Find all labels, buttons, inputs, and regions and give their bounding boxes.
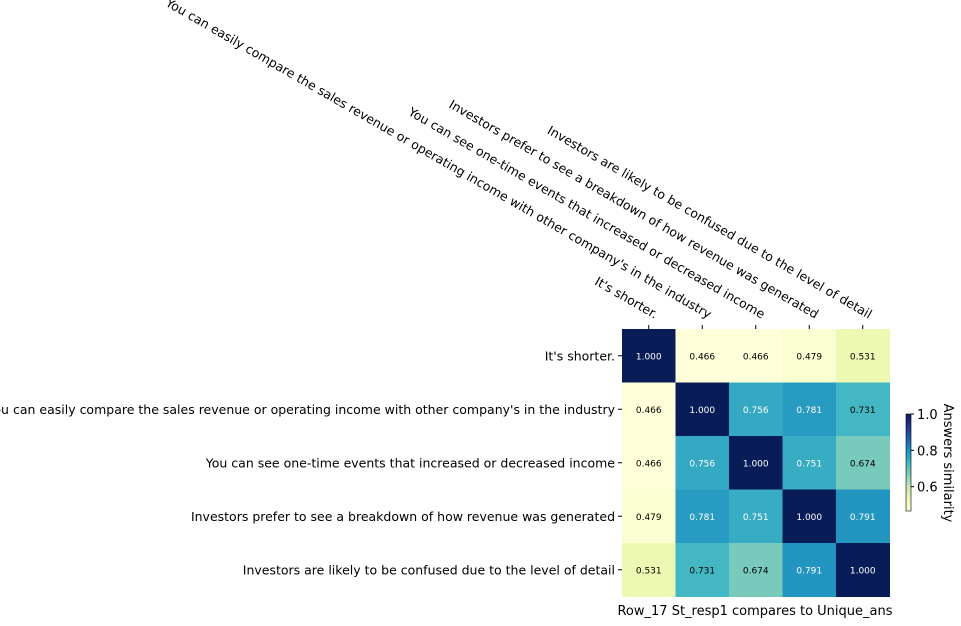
heatmap-cell bbox=[622, 382, 676, 437]
cell-value-label: 0.531 bbox=[636, 566, 662, 576]
heatmap-cell bbox=[729, 543, 783, 597]
cell-value-label: 0.466 bbox=[636, 406, 662, 416]
colorbar-tick-label: 0.8 bbox=[917, 444, 938, 459]
cell-value-label: 0.731 bbox=[850, 406, 876, 416]
cell-value-label: 1.000 bbox=[796, 513, 822, 523]
heatmap-cell bbox=[836, 329, 890, 383]
heatmap-cell bbox=[782, 382, 837, 437]
cell-value-label: 0.466 bbox=[636, 459, 662, 469]
heatmap-cell bbox=[782, 436, 837, 490]
row-labels: It's shorter. You can easily compare the … bbox=[0, 348, 622, 577]
column-label: You can see one-time events that increas… bbox=[405, 103, 768, 321]
cell-value-label: 0.791 bbox=[796, 566, 822, 576]
heatmap-cells: 1.000 0.466 0.466 0.479 0.531 0.466 1.000 0.756… bbox=[622, 329, 890, 597]
heatmap-cell bbox=[622, 329, 676, 383]
colorbar-label: Answers similarity bbox=[940, 404, 955, 523]
cell-value-label: 0.466 bbox=[743, 352, 769, 362]
heatmap-cell bbox=[675, 489, 730, 544]
heatmap-cell bbox=[729, 329, 783, 383]
heatmap-cell bbox=[622, 436, 676, 490]
cell-value-label: 0.479 bbox=[796, 352, 822, 362]
cell-value-label: 1.000 bbox=[636, 352, 662, 362]
cell-value-label: 0.466 bbox=[689, 352, 715, 362]
heatmap-cell bbox=[729, 382, 783, 437]
heatmap-cell bbox=[729, 489, 783, 544]
heatmap-cell bbox=[729, 436, 783, 490]
heatmap-cell bbox=[622, 543, 676, 597]
heatmap-cell bbox=[836, 436, 890, 490]
row-label: You can see one-time events that increas… bbox=[205, 455, 616, 470]
cell-value-label: 0.674 bbox=[850, 459, 876, 469]
heatmap-cell bbox=[675, 329, 730, 383]
heatmap-cell bbox=[782, 489, 837, 544]
colorbar: 0.6 0.8 1.0 bbox=[905, 408, 938, 512]
cell-value-label: 0.781 bbox=[796, 406, 822, 416]
row-label: Investors prefer to see a breakdown of h… bbox=[191, 509, 615, 524]
x-axis-label: Row_17 St_resp1 compares to Unique_ans bbox=[617, 604, 892, 619]
column-labels: It's shorter.You can easily compare the … bbox=[162, 0, 875, 329]
colorbar-tick-label: 1.0 bbox=[917, 408, 938, 423]
colorbar-gradient bbox=[905, 413, 912, 512]
cell-value-label: 0.531 bbox=[850, 352, 876, 362]
heatmap-cell bbox=[836, 543, 890, 597]
cell-value-label: 1.000 bbox=[850, 566, 876, 576]
row-label: You can easily compare the sales revenue… bbox=[0, 402, 616, 417]
cell-value-label: 1.000 bbox=[689, 406, 715, 416]
heatmap-cell bbox=[782, 543, 837, 597]
heatmap-cell bbox=[622, 489, 676, 544]
cell-value-label: 0.731 bbox=[689, 566, 715, 576]
heatmap-cell bbox=[675, 436, 730, 490]
cell-value-label: 1.000 bbox=[743, 459, 769, 469]
heatmap-cell bbox=[836, 382, 890, 437]
row-label: It's shorter. bbox=[545, 348, 615, 363]
cell-value-label: 0.781 bbox=[689, 513, 715, 523]
cell-value-label: 0.791 bbox=[850, 513, 876, 523]
cell-value-label: 0.756 bbox=[689, 459, 715, 469]
heatmap-cell bbox=[675, 382, 730, 437]
cell-value-label: 0.751 bbox=[743, 513, 769, 523]
cell-value-label: 0.756 bbox=[743, 406, 769, 416]
column-label: Investors prefer to see a breakdown of h… bbox=[447, 97, 822, 322]
colorbar-tick-label: 0.6 bbox=[917, 481, 938, 496]
column-label: You can easily compare the sales revenue… bbox=[162, 0, 714, 322]
heatmap-cell bbox=[675, 543, 730, 597]
cell-value-label: 0.674 bbox=[743, 566, 769, 576]
cell-value-label: 0.479 bbox=[636, 513, 662, 523]
heatmap-cell bbox=[782, 329, 837, 383]
cell-value-label: 0.751 bbox=[796, 459, 822, 469]
heatmap-cell bbox=[836, 489, 890, 544]
row-label: Investors are likely to be confused due … bbox=[243, 562, 615, 577]
